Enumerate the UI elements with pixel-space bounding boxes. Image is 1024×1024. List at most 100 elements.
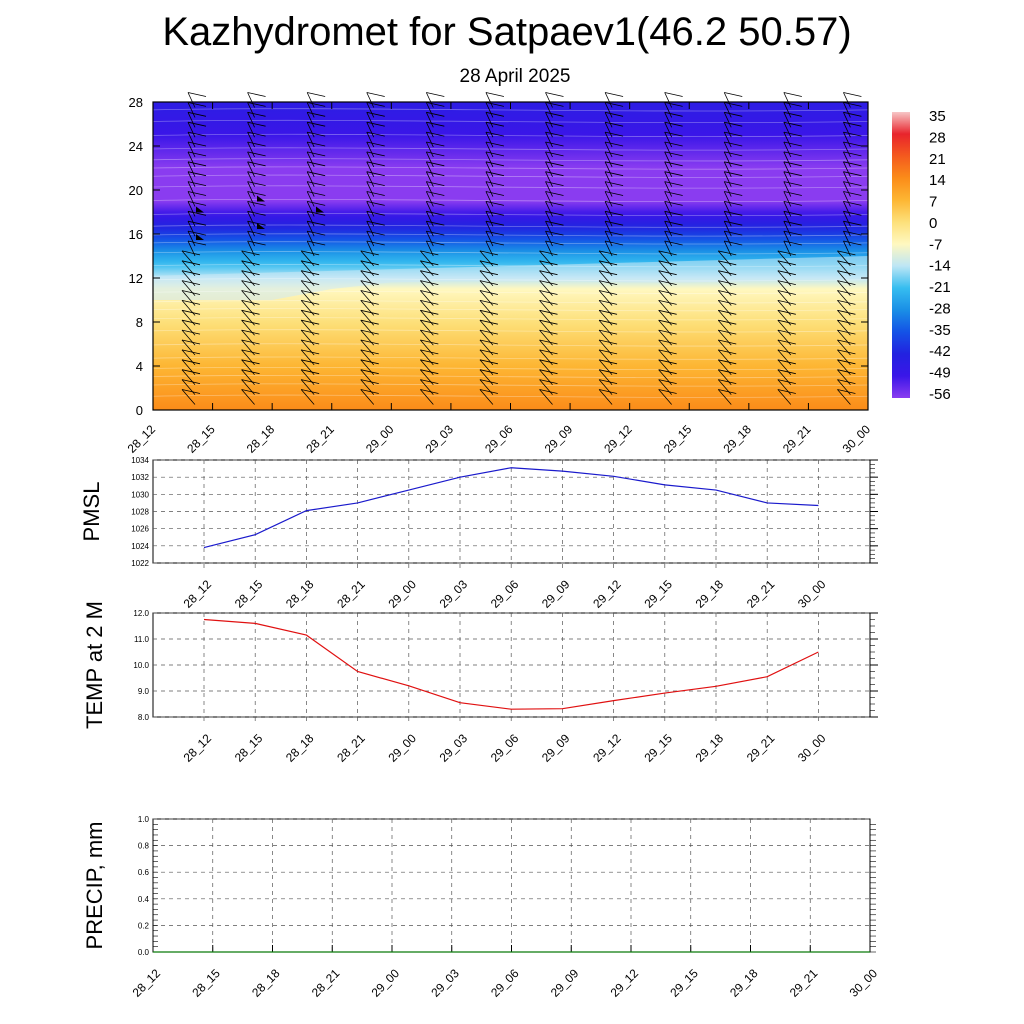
wind-barb (539, 349, 558, 366)
wind-barb (717, 280, 737, 296)
contour-line (152, 264, 869, 268)
contour-line (152, 383, 869, 387)
wind-barb (723, 111, 743, 128)
pmsl-y-tick-label: 1024 (131, 542, 149, 551)
wind-barb (843, 111, 862, 128)
wind-barb (783, 220, 802, 237)
wind-barb (479, 359, 499, 376)
wind-barb (485, 131, 505, 148)
wind-barb (598, 389, 618, 405)
pmsl-x-tick-label: 29_15 (641, 577, 675, 611)
wind-barb (539, 270, 558, 286)
wind-barb (837, 280, 856, 296)
wind-barb (598, 309, 618, 326)
contour-line (152, 343, 869, 347)
wind-barb (247, 191, 266, 207)
y-tick-label: 8 (136, 315, 143, 330)
wind-barb (187, 210, 207, 227)
wind-barb (664, 240, 683, 257)
wind-barb (539, 389, 558, 405)
wind-barb (485, 201, 505, 217)
wind-barb (783, 121, 802, 138)
wind-barb (717, 260, 737, 277)
wind-barb (366, 141, 385, 158)
wind-barb (783, 181, 802, 197)
wind-barb (360, 349, 379, 366)
wind-barb (306, 161, 326, 177)
wind-barb (181, 379, 201, 395)
wind-barb (837, 359, 856, 376)
precip-x-tick-label: 29_12 (608, 966, 642, 1000)
wind-barb (783, 151, 802, 168)
contour-line (152, 174, 869, 178)
wind-barb (539, 250, 558, 267)
wind-barb (658, 309, 677, 326)
wind-barb (604, 102, 624, 118)
pmsl-x-tick-label: 28_15 (232, 577, 266, 611)
pmsl-y-tick-label: 1028 (131, 508, 149, 517)
wind-barb (658, 270, 677, 286)
wind-barb (479, 329, 499, 346)
colorbar (892, 112, 910, 398)
wind-barb (181, 270, 201, 286)
wind-barb (241, 300, 260, 316)
wind-barb (241, 250, 260, 267)
wind-barb (539, 359, 558, 376)
wind-barb (360, 260, 379, 277)
wind-barb (241, 309, 260, 326)
wind-barb (181, 349, 201, 366)
wind-barb (247, 102, 266, 118)
temp2m-x-tick-label: 29_09 (539, 731, 573, 765)
wind-barb (485, 161, 505, 177)
wind-barb (539, 339, 558, 356)
wind-barb (843, 181, 862, 197)
wind-barb (479, 300, 499, 316)
wind-barb (425, 151, 445, 168)
wind-barb (306, 121, 326, 138)
wind-barb (366, 131, 385, 148)
temp2m-y-tick-label: 8.0 (138, 713, 150, 722)
wind-barb (545, 111, 564, 128)
y-tick-label: 16 (129, 227, 143, 242)
precip-y-tick-label: 0.8 (138, 842, 150, 851)
wind-barb (545, 240, 564, 257)
wind-barb (479, 270, 499, 286)
wind-barb (545, 102, 564, 118)
wind-barb (539, 369, 558, 385)
wind-barb (366, 210, 385, 227)
colorbar-label: 28 (929, 129, 946, 146)
wind-barb (300, 369, 320, 385)
wind-barb (181, 260, 201, 277)
wind-barb (658, 290, 677, 306)
precip-x-tick-label: 28_18 (249, 966, 283, 1000)
contour-line (152, 356, 869, 360)
wind-barb (664, 171, 683, 187)
wind-barb (658, 379, 677, 395)
wind-barb (604, 230, 624, 247)
wind-barb (604, 121, 624, 138)
wind-barb (664, 220, 683, 237)
contour-line (152, 198, 869, 203)
wind-barb (300, 389, 320, 405)
wind-barb (420, 369, 439, 385)
wind-barb (539, 309, 558, 326)
wind-barb (598, 359, 618, 376)
contour-line (152, 133, 869, 137)
wind-barb (658, 329, 677, 346)
wind-barb (598, 280, 618, 296)
wind-barb (485, 141, 505, 158)
pmsl-y-tick-label: 1022 (131, 559, 149, 568)
wind-barb (664, 210, 683, 227)
wind-barb (664, 151, 683, 168)
wind-barb (723, 121, 743, 138)
wind-barb (247, 181, 266, 197)
wind-barb (604, 111, 624, 128)
contour-line (152, 366, 869, 371)
wind-barb (360, 250, 379, 267)
wind-barb (664, 92, 683, 108)
wind-barb (777, 280, 796, 296)
wind-barb (783, 191, 802, 207)
colorbar-label: -21 (929, 279, 951, 296)
wind-barb (545, 230, 564, 247)
wind-barb (485, 240, 505, 257)
